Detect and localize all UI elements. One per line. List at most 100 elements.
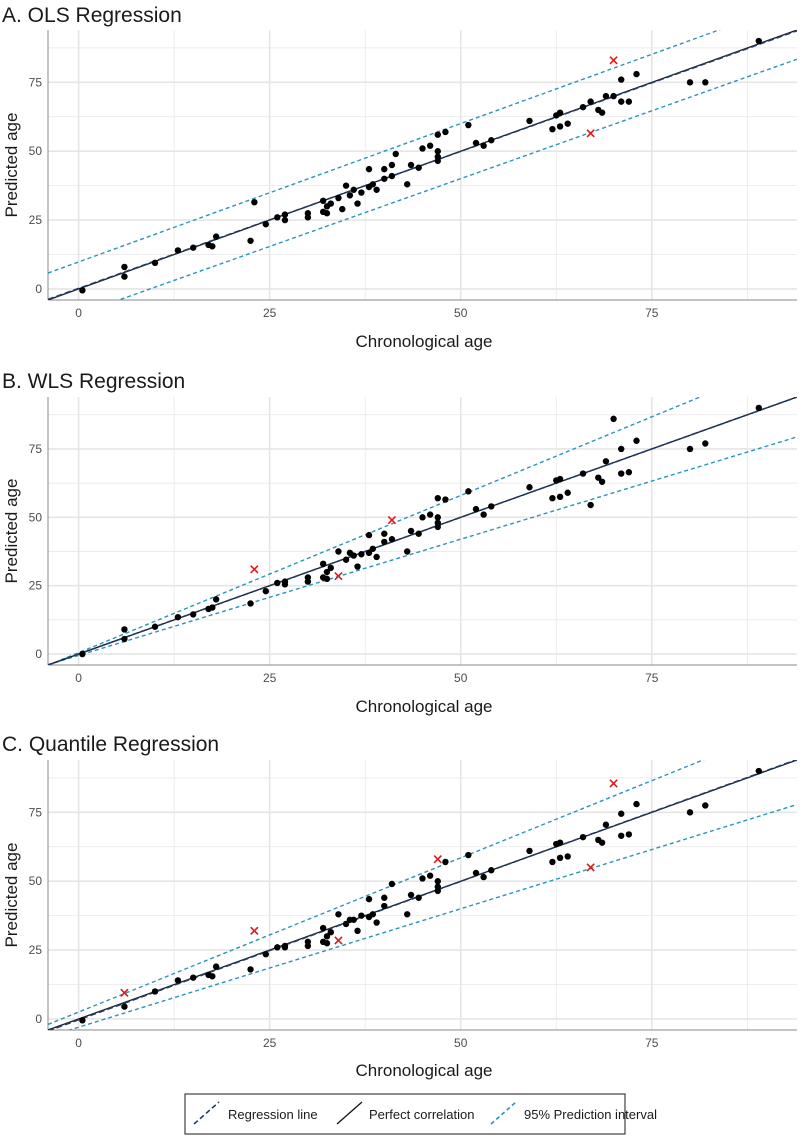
data-point — [598, 109, 606, 116]
legend: Regression line Perfect correlation 95% … — [184, 1093, 657, 1135]
data-point — [633, 70, 640, 78]
data-point — [342, 182, 350, 189]
data-point — [212, 963, 220, 970]
x-tick-label: 0 — [75, 306, 82, 320]
data-point — [365, 165, 373, 173]
data-point — [686, 79, 694, 86]
y-axis-label: Predicted age — [2, 479, 21, 584]
data-point — [419, 145, 426, 152]
data-point — [262, 587, 270, 595]
data-point — [434, 514, 441, 521]
data-point — [365, 549, 373, 557]
y-tick-label: 0 — [35, 1012, 42, 1026]
legend-box — [184, 1093, 626, 1135]
data-point — [319, 924, 327, 932]
data-point — [209, 243, 216, 250]
data-point — [419, 514, 426, 521]
data-point — [373, 186, 380, 193]
data-points — [79, 404, 762, 658]
data-point — [151, 259, 159, 267]
outlier-cross-stroke — [586, 129, 595, 138]
data-point — [381, 530, 388, 537]
data-point — [212, 596, 220, 603]
outlier-cross-stroke — [250, 565, 259, 574]
data-point — [174, 247, 182, 254]
data-point — [174, 613, 182, 621]
data-point — [633, 437, 640, 444]
data-point — [281, 211, 289, 218]
data-point — [549, 858, 556, 866]
x-tick-label: 50 — [454, 671, 468, 685]
data-point — [346, 192, 354, 199]
y-tick-label: 75 — [29, 442, 43, 456]
data-point — [434, 153, 441, 160]
data-point — [381, 175, 388, 182]
outlier-marker — [433, 855, 442, 864]
outlier-cross-stroke — [609, 56, 618, 65]
legend-label-perfect: Perfect correlation — [369, 1107, 475, 1122]
data-point — [369, 181, 377, 188]
data-point — [190, 611, 197, 618]
outlier-marker — [387, 515, 397, 525]
data-point — [121, 273, 128, 280]
y-tick-label: 25 — [29, 943, 43, 957]
data-point — [350, 552, 357, 559]
data-point — [327, 928, 334, 936]
data-point — [174, 977, 182, 984]
plot-lines — [48, 760, 797, 1030]
x-tick-label: 75 — [645, 306, 659, 320]
data-point — [610, 415, 617, 423]
data-point — [342, 920, 350, 928]
plot-lines — [48, 397, 797, 665]
x-tick-label: 75 — [645, 1036, 659, 1050]
data-point — [472, 505, 480, 513]
x-axis-label: Chronological age — [355, 1061, 492, 1080]
prediction-interval-upper — [48, 760, 705, 1026]
data-point — [686, 809, 694, 816]
data-point — [274, 944, 281, 951]
data-point — [247, 966, 254, 973]
data-point — [407, 161, 415, 169]
data-point — [369, 911, 377, 918]
data-point — [488, 137, 495, 144]
data-point — [339, 205, 346, 213]
data-point — [319, 560, 327, 568]
data-point — [488, 867, 495, 874]
x-tick-label: 0 — [75, 671, 82, 685]
data-point — [381, 902, 388, 910]
data-point — [595, 474, 602, 481]
y-tick-label: 0 — [35, 647, 42, 661]
data-point — [358, 189, 365, 196]
data-point — [381, 894, 388, 901]
x-tick-label: 25 — [263, 306, 277, 320]
plot-area: 0 25 50 75 0 25 50 75 — [29, 30, 797, 320]
data-point — [618, 832, 625, 839]
data-point — [472, 139, 480, 147]
x-tick-label: 25 — [263, 1036, 277, 1050]
outlier-points — [120, 779, 618, 997]
data-point — [625, 469, 633, 476]
x-tick-label: 50 — [454, 1036, 468, 1050]
outlier-cross-stroke — [120, 988, 129, 997]
data-point — [465, 488, 472, 495]
data-point — [556, 493, 564, 501]
data-point — [281, 216, 289, 224]
data-point — [755, 404, 762, 412]
data-point — [304, 574, 312, 581]
outlier-marker — [250, 926, 259, 935]
data-point — [121, 1003, 128, 1010]
data-point — [79, 1017, 86, 1024]
data-point — [281, 942, 289, 950]
data-point — [262, 221, 270, 228]
data-point — [686, 445, 694, 453]
data-point — [404, 548, 411, 555]
data-point — [212, 233, 220, 240]
outlier-marker — [120, 988, 129, 997]
data-point — [350, 186, 357, 193]
legend-key-interval — [490, 1101, 517, 1125]
data-point — [702, 802, 709, 809]
y-tick-label: 25 — [29, 579, 43, 593]
data-point — [388, 161, 396, 169]
data-points — [79, 37, 762, 294]
